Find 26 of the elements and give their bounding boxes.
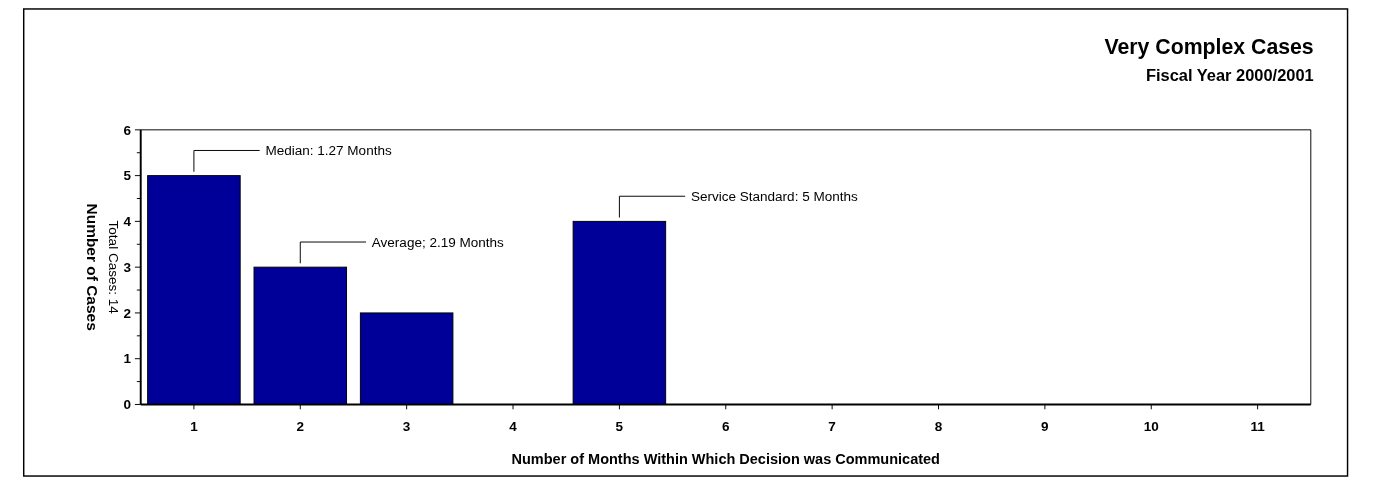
annotation: Average; 2.19 Months <box>371 234 505 250</box>
chart-subtitle: Fiscal Year 2000/2001 <box>1145 65 1314 84</box>
y-tick-label: 5 <box>123 168 132 184</box>
y-tick-label: 4 <box>123 214 132 230</box>
y-axis-title: Number of Cases <box>83 203 101 331</box>
x-axis-title: Number of Months Within Which Decision was Communicated <box>511 451 940 468</box>
x-tick-label: 7 <box>828 418 836 434</box>
y-tick-label: 1 <box>123 351 132 367</box>
x-tick-label: 6 <box>722 418 730 434</box>
chart-title: Very Complex Cases <box>1104 35 1314 60</box>
x-tick-label: 2 <box>296 418 305 434</box>
annotation: Service Standard: 5 Months <box>690 188 858 204</box>
x-tick-label: 1 <box>190 418 199 434</box>
y-tick-label: 3 <box>123 259 132 275</box>
x-tick-label: 10 <box>1143 418 1159 434</box>
x-tick-label: 3 <box>402 418 411 434</box>
x-tick-label: 9 <box>1041 418 1050 434</box>
annotation: Median: 1.27 Months <box>265 143 392 159</box>
y-tick-label: 0 <box>123 397 132 413</box>
x-tick-label: 5 <box>615 418 624 434</box>
x-tick-label: 8 <box>934 418 943 434</box>
y-tick-label: 6 <box>123 122 132 138</box>
text: Total Cases: 14 <box>105 220 121 315</box>
x-tick-label: 4 <box>509 418 518 434</box>
y-tick-label: 2 <box>123 305 132 321</box>
x-tick-label: 11 <box>1250 418 1266 434</box>
